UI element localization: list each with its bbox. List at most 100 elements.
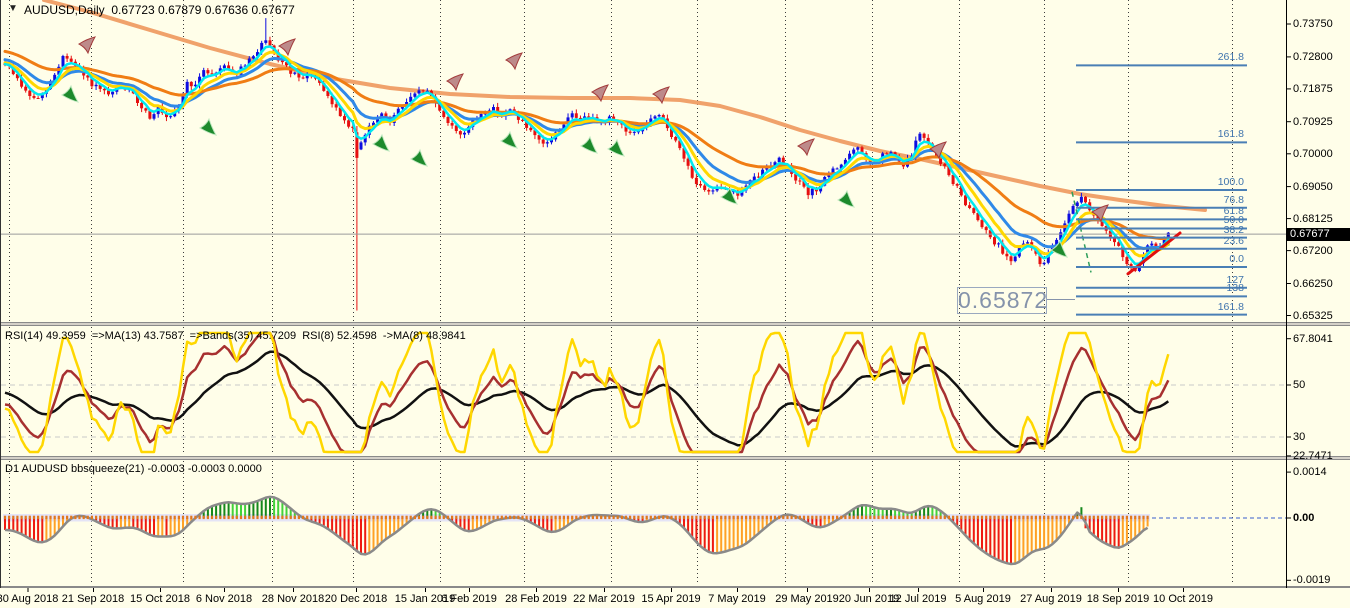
squeeze-panel[interactable]	[3, 495, 1150, 566]
histogram-bar	[906, 512, 909, 518]
sell-arrow-icon[interactable]	[77, 36, 97, 55]
buy-arrow-icon[interactable]	[579, 135, 599, 154]
time-axis-label: 7 May 2019	[708, 593, 766, 605]
candle-body	[1113, 237, 1116, 243]
candle-body	[636, 131, 640, 133]
histogram-bar	[173, 518, 176, 536]
histogram-bar	[177, 518, 180, 534]
histogram-bar	[95, 518, 98, 522]
panel-separators[interactable]	[0, 322, 1350, 588]
squeeze-dot	[1001, 515, 1004, 520]
histogram-bar	[852, 508, 855, 518]
histogram-bar	[256, 501, 259, 518]
candle-body	[69, 58, 73, 62]
sell-arrow-icon[interactable]	[277, 38, 297, 57]
squeeze-dot	[1014, 515, 1017, 520]
squeeze-dot	[455, 515, 458, 520]
buy-arrow-icon[interactable]	[1049, 239, 1069, 258]
squeeze-dot	[82, 515, 85, 520]
histogram-bar	[293, 512, 296, 518]
squeeze-dot	[471, 515, 474, 520]
histogram-bar	[119, 518, 122, 529]
candle-body	[90, 77, 94, 87]
histogram-bar	[952, 518, 955, 523]
buy-arrow-icon[interactable]	[198, 117, 218, 136]
histogram-bar	[856, 506, 859, 518]
candle-body	[98, 84, 102, 89]
candle-body	[1005, 253, 1009, 257]
main-price-panel[interactable]	[1, 0, 1286, 311]
squeeze-dot	[322, 515, 325, 520]
histogram-bar	[885, 508, 888, 518]
candle-body	[752, 176, 756, 181]
squeeze-dot	[78, 515, 81, 520]
candle-body	[28, 90, 32, 96]
squeeze-dot	[173, 515, 176, 520]
histogram-bar	[364, 518, 367, 556]
time-axis-label: 6 Feb 2019	[441, 593, 497, 605]
histogram-bar	[550, 518, 553, 533]
buy-arrow-icon[interactable]	[409, 148, 429, 167]
buy-arrow-icon[interactable]	[719, 186, 739, 205]
histogram-bar	[16, 518, 19, 532]
squeeze-dot	[952, 515, 955, 520]
histogram-bar	[49, 518, 52, 540]
squeeze-dot	[691, 515, 694, 520]
squeeze-dot	[533, 515, 536, 520]
histogram-bar	[463, 518, 466, 531]
sell-arrow-icon[interactable]	[928, 141, 948, 160]
candle-body	[446, 117, 450, 123]
candle-body	[521, 119, 524, 121]
fib-retracement[interactable]	[1076, 64, 1247, 316]
symbol-dropdown-icon[interactable]: ▼	[8, 3, 18, 14]
histogram-bar	[20, 518, 23, 535]
candle-body	[193, 84, 197, 87]
squeeze-dot	[49, 515, 52, 520]
histogram-bar	[691, 518, 694, 538]
candle-body	[293, 72, 297, 74]
buy-arrow-icon[interactable]	[499, 130, 519, 149]
histogram-bar	[956, 518, 959, 527]
squeeze-dot	[459, 515, 462, 520]
sell-arrow-icon[interactable]	[590, 84, 610, 103]
squeeze-dot	[993, 515, 996, 520]
candle-body	[1067, 213, 1071, 224]
squeeze-dot	[1080, 515, 1083, 520]
squeeze-dot	[451, 515, 454, 520]
squeeze-dot	[724, 515, 727, 520]
squeeze-dot	[235, 515, 238, 520]
candle-body	[856, 147, 860, 150]
squeeze-dot	[554, 515, 557, 520]
buy-arrow-icon[interactable]	[60, 84, 80, 103]
squeeze-dot	[956, 515, 959, 520]
squeeze-dot	[306, 515, 309, 520]
buy-arrow-icon[interactable]	[836, 189, 856, 208]
rsi-panel[interactable]	[1, 331, 1286, 454]
fib-target-price-box[interactable]: 0.65872	[957, 287, 1049, 314]
sell-arrow-icon[interactable]	[651, 86, 671, 105]
squeeze-dot	[740, 515, 743, 520]
sell-arrow-icon[interactable]	[504, 52, 524, 71]
squeeze-dot	[66, 515, 69, 520]
histogram-bar	[968, 518, 971, 540]
squeeze-dot	[918, 515, 921, 520]
candle-body	[396, 108, 400, 116]
trendline-green-dashed[interactable]	[1071, 191, 1092, 273]
sell-arrow-icon[interactable]	[1090, 204, 1110, 223]
squeeze-dot	[699, 515, 702, 520]
ma-blue-line	[3, 56, 1170, 250]
price-axis-label: 0.69050	[1293, 180, 1333, 193]
histogram-bar	[488, 518, 491, 524]
buy-arrow-icon[interactable]	[606, 138, 626, 157]
histogram-bar	[235, 503, 238, 518]
squeeze-dot	[604, 515, 607, 520]
squeeze-dot	[74, 515, 77, 520]
buy-arrow-icon[interactable]	[371, 133, 391, 152]
candle-body	[49, 80, 52, 90]
squeeze-dot	[976, 515, 979, 520]
ma-cyan-line	[3, 45, 1170, 266]
sell-arrow-icon[interactable]	[445, 73, 465, 92]
sell-arrow-icon[interactable]	[796, 138, 816, 157]
